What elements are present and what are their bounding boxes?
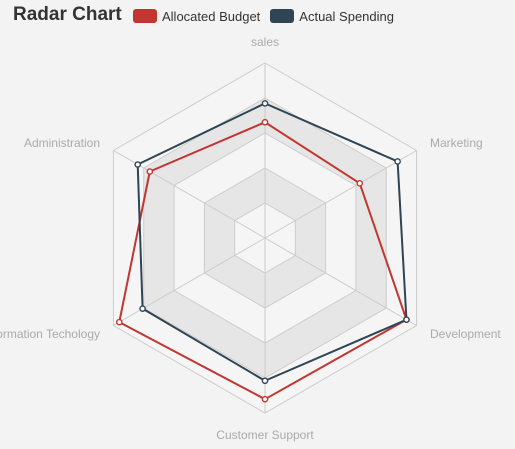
series-0-point-1[interactable] — [357, 181, 362, 186]
series-0-point-5[interactable] — [147, 169, 152, 174]
axis-label-0: sales — [251, 35, 279, 49]
axis-label-2: Development — [430, 327, 501, 341]
series-0-point-3[interactable] — [262, 397, 267, 402]
series-1-point-2[interactable] — [404, 317, 409, 322]
axis-label-5: Administration — [24, 136, 100, 150]
series-1-point-1[interactable] — [395, 159, 400, 164]
axis-label-3: Customer Support — [216, 428, 314, 442]
series-1-point-4[interactable] — [140, 306, 145, 311]
axis-label-1: Marketing — [430, 136, 483, 150]
axis-label-4: Information Techology — [0, 327, 100, 341]
series-1-point-5[interactable] — [135, 162, 140, 167]
series-0-point-4[interactable] — [117, 320, 122, 325]
series-1-point-3[interactable] — [262, 378, 267, 383]
series-0-point-0[interactable] — [262, 120, 267, 125]
series-1-point-0[interactable] — [262, 101, 267, 106]
